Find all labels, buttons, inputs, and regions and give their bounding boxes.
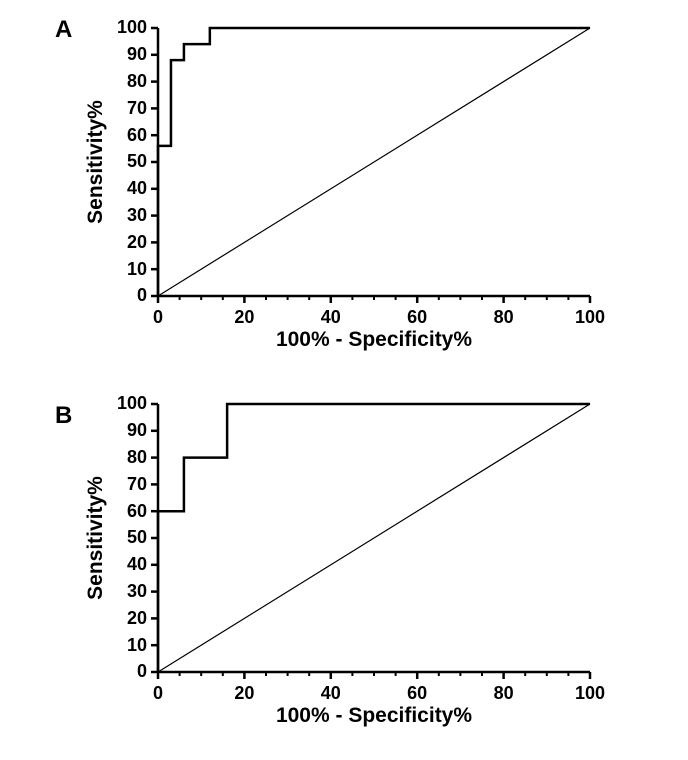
y-tick-label: 80 [103,71,147,92]
y-tick-label: 70 [103,98,147,119]
x-tick-label: 40 [311,307,351,328]
panel-b-label: B [55,402,72,430]
panel-b-plot [98,344,650,732]
y-tick-label: 50 [103,151,147,172]
x-tick-label: 0 [138,307,178,328]
y-tick-label: 50 [103,527,147,548]
y-tick-label: 90 [103,44,147,65]
y-tick-label: 70 [103,474,147,495]
y-tick-label: 40 [103,178,147,199]
x-tick-label: 100 [570,683,610,704]
x-tick-label: 60 [397,683,437,704]
y-tick-label: 90 [103,420,147,441]
x-tick-label: 60 [397,307,437,328]
y-tick-label: 40 [103,554,147,575]
x-tick-label: 40 [311,683,351,704]
x-tick-label: 80 [484,683,524,704]
y-tick-label: 10 [103,259,147,280]
x-tick-label: 80 [484,307,524,328]
y-tick-label: 0 [103,661,147,682]
panel-a-label: A [55,16,72,44]
panel-a-plot [98,0,650,356]
y-tick-label: 80 [103,447,147,468]
y-tick-label: 20 [103,232,147,253]
x-tick-label: 20 [224,307,264,328]
y-tick-label: 0 [103,285,147,306]
y-tick-label: 100 [103,393,147,414]
x-tick-label: 0 [138,683,178,704]
y-tick-label: 60 [103,501,147,522]
y-tick-label: 100 [103,17,147,38]
y-tick-label: 10 [103,635,147,656]
y-tick-label: 20 [103,608,147,629]
x-tick-label: 20 [224,683,264,704]
x-tick-label: 100 [570,307,610,328]
y-tick-label: 30 [103,205,147,226]
y-tick-label: 60 [103,125,147,146]
y-tick-label: 30 [103,581,147,602]
panel-b-xlabel: 100% - Specificity% [158,704,590,728]
